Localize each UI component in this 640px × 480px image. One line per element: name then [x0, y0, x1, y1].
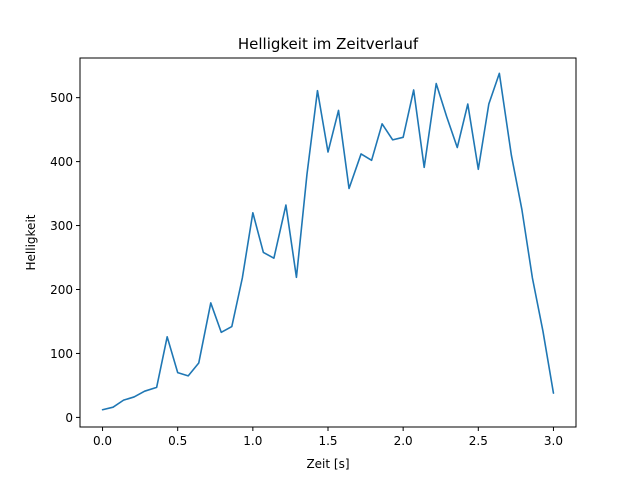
x-axis-label: Zeit [s] [306, 457, 349, 471]
x-tick-label: 0.5 [168, 434, 187, 448]
x-axis: 0.0 0.5 1.0 1.5 2.0 2.5 3.0 [93, 427, 563, 448]
x-tick-label: 2.5 [469, 434, 488, 448]
series-line [101, 72, 555, 411]
y-tick-label: 500 [50, 91, 73, 105]
x-tick-label: 2.0 [394, 434, 413, 448]
x-tick-label: 3.0 [544, 434, 563, 448]
axes-frame [79, 57, 577, 428]
y-axis: 0 100 200 300 400 500 [50, 91, 80, 425]
x-tick-label: 1.5 [318, 434, 337, 448]
y-axis-label: Helligkeit [24, 214, 38, 270]
y-tick-label: 200 [50, 283, 73, 297]
y-tick-label: 100 [50, 347, 73, 361]
chart-title: Helligkeit im Zeitverlauf [238, 35, 419, 53]
y-tick-label: 0 [65, 411, 73, 425]
x-tick-label: 1.0 [243, 434, 262, 448]
plot-area [101, 72, 555, 411]
y-tick-label: 400 [50, 155, 73, 169]
x-tick-label: 0.0 [93, 434, 112, 448]
y-tick-label: 300 [50, 219, 73, 233]
